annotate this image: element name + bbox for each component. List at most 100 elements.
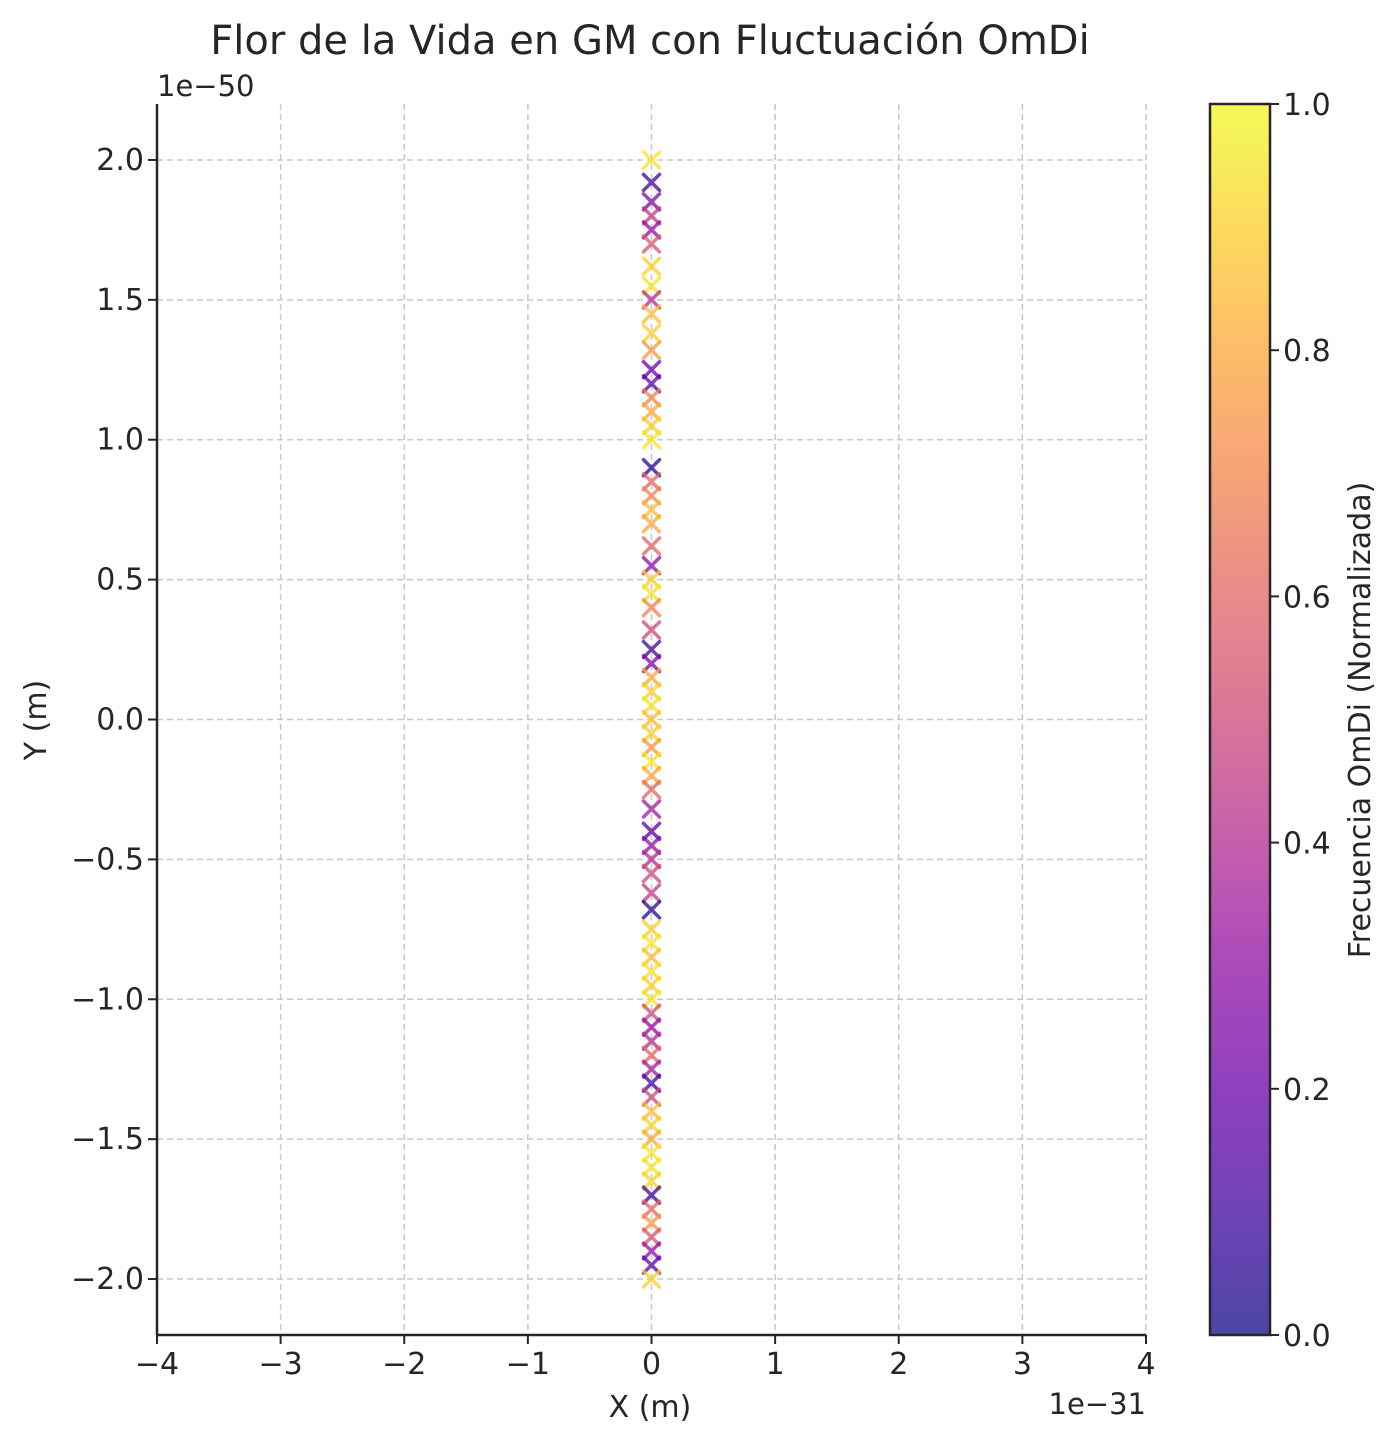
scatter-point	[641, 1199, 662, 1219]
y-offset-text: 1e−50	[157, 69, 255, 103]
scatter-point	[641, 1185, 662, 1205]
scatter-point	[641, 1059, 662, 1079]
scatter-point	[641, 989, 662, 1010]
scatter-point	[641, 206, 662, 226]
colorbar-tick-label: 0.8	[1283, 334, 1331, 369]
scatter-point	[641, 388, 662, 408]
scatter-point	[641, 1101, 662, 1121]
scatter-point	[641, 374, 662, 394]
scatter-point	[641, 1269, 662, 1289]
scatter-point	[641, 639, 662, 660]
scatter-point	[641, 1171, 662, 1191]
scatter-point	[641, 304, 662, 324]
scatter-point	[641, 1115, 662, 1135]
x-axis-label: X (m)	[609, 1390, 692, 1425]
chart-title: Flor de la Vida en GM con Fluctuación Om…	[210, 18, 1089, 64]
scatter-point	[641, 975, 662, 996]
scatter-point	[641, 1073, 662, 1093]
scatter-point	[641, 765, 662, 786]
scatter-point	[641, 569, 662, 590]
scatter-point	[641, 340, 662, 360]
scatter-point	[641, 150, 662, 170]
colorbar-tick-label: 1.0	[1283, 88, 1331, 123]
x-tick-label: 4	[1136, 1347, 1155, 1382]
y-tick-label: 0.0	[96, 703, 144, 738]
scatter-point	[641, 883, 662, 903]
colorbar-tick-label: 0.6	[1283, 580, 1331, 615]
scatter-points	[641, 150, 662, 1289]
scatter-point	[641, 457, 662, 478]
scatter-point	[641, 681, 662, 702]
scatter-point	[641, 536, 662, 556]
scatter-point	[641, 899, 662, 920]
x-ticks: −4 −3 −2 −1 0 1 2 3 4	[135, 1335, 1156, 1382]
scatter-point	[641, 1087, 662, 1107]
y-tick-label: −1.0	[71, 982, 144, 1017]
scatter-point	[641, 709, 662, 730]
scatter-point	[641, 290, 662, 310]
scatter-point	[641, 835, 662, 856]
scatter-point	[641, 1255, 662, 1275]
scatter-point	[641, 695, 662, 716]
colorbar-tick-label: 0.0	[1283, 1319, 1331, 1354]
scatter-point	[641, 667, 662, 688]
scatter-point	[641, 919, 662, 940]
scatter-point	[641, 402, 662, 422]
scatter-point	[641, 1241, 662, 1261]
colorbar-ticks: 0.0 0.2 0.4 0.6 0.8 1.0	[1270, 88, 1331, 1354]
colorbar-label: Frecuencia OmDi (Normalizada)	[1343, 482, 1378, 959]
scatter-point	[641, 751, 662, 772]
y-tick-label: −0.5	[71, 842, 144, 877]
scatter-point	[641, 555, 662, 576]
x-tick-label: −2	[382, 1347, 426, 1382]
scatter-point	[641, 863, 662, 884]
scatter-point	[641, 779, 662, 800]
scatter-point	[641, 723, 662, 744]
x-tick-label: −1	[506, 1347, 550, 1382]
scatter-point	[641, 583, 662, 604]
y-tick-label: −1.5	[71, 1122, 144, 1157]
scatter-point	[641, 799, 662, 819]
y-tick-label: 1.5	[96, 283, 144, 318]
scatter-point	[641, 323, 662, 344]
scatter-point	[641, 653, 662, 674]
colorbar	[1208, 102, 1272, 1337]
scatter-point	[641, 933, 662, 954]
scatter-point	[641, 220, 662, 240]
scatter-point	[641, 1227, 662, 1247]
x-offset-text: 1e−31	[1049, 1387, 1147, 1421]
scatter-point	[641, 1031, 662, 1051]
scatter-point	[641, 415, 662, 436]
scatter-point	[641, 485, 662, 506]
y-tick-label: 1.0	[96, 423, 144, 458]
scatter-point	[641, 471, 662, 492]
y-tick-label: 2.0	[96, 143, 144, 178]
scatter-point	[641, 821, 662, 842]
scatter-point	[641, 192, 662, 212]
scatter-point	[641, 849, 662, 870]
scatter-point	[641, 1129, 662, 1149]
y-tick-label: −2.0	[71, 1262, 144, 1297]
y-axis-label: Y (m)	[19, 680, 54, 762]
scatter-point	[641, 1213, 662, 1233]
scatter-point	[641, 1045, 662, 1065]
scatter-point	[641, 276, 662, 296]
x-tick-label: 3	[1013, 1347, 1032, 1382]
scatter-point	[641, 737, 662, 758]
scatter-point	[641, 513, 662, 534]
y-ticks: −2.0 −1.5 −1.0 −0.5 0.0 0.5 1.0 1.5 2.0	[71, 143, 157, 1297]
scatter-point	[641, 961, 662, 982]
scatter-point	[641, 1017, 662, 1037]
scatter-point	[641, 172, 662, 193]
scatter-point	[641, 234, 662, 254]
scatter-point	[641, 597, 662, 618]
scatter-point	[641, 256, 662, 277]
x-tick-label: 2	[889, 1347, 908, 1382]
scatter-point	[641, 1143, 662, 1163]
scatter-point	[641, 429, 662, 450]
x-tick-label: 1	[766, 1347, 785, 1382]
colorbar-tick-label: 0.4	[1283, 827, 1331, 862]
scatter-point	[641, 620, 662, 640]
scatter-point	[641, 1157, 662, 1177]
